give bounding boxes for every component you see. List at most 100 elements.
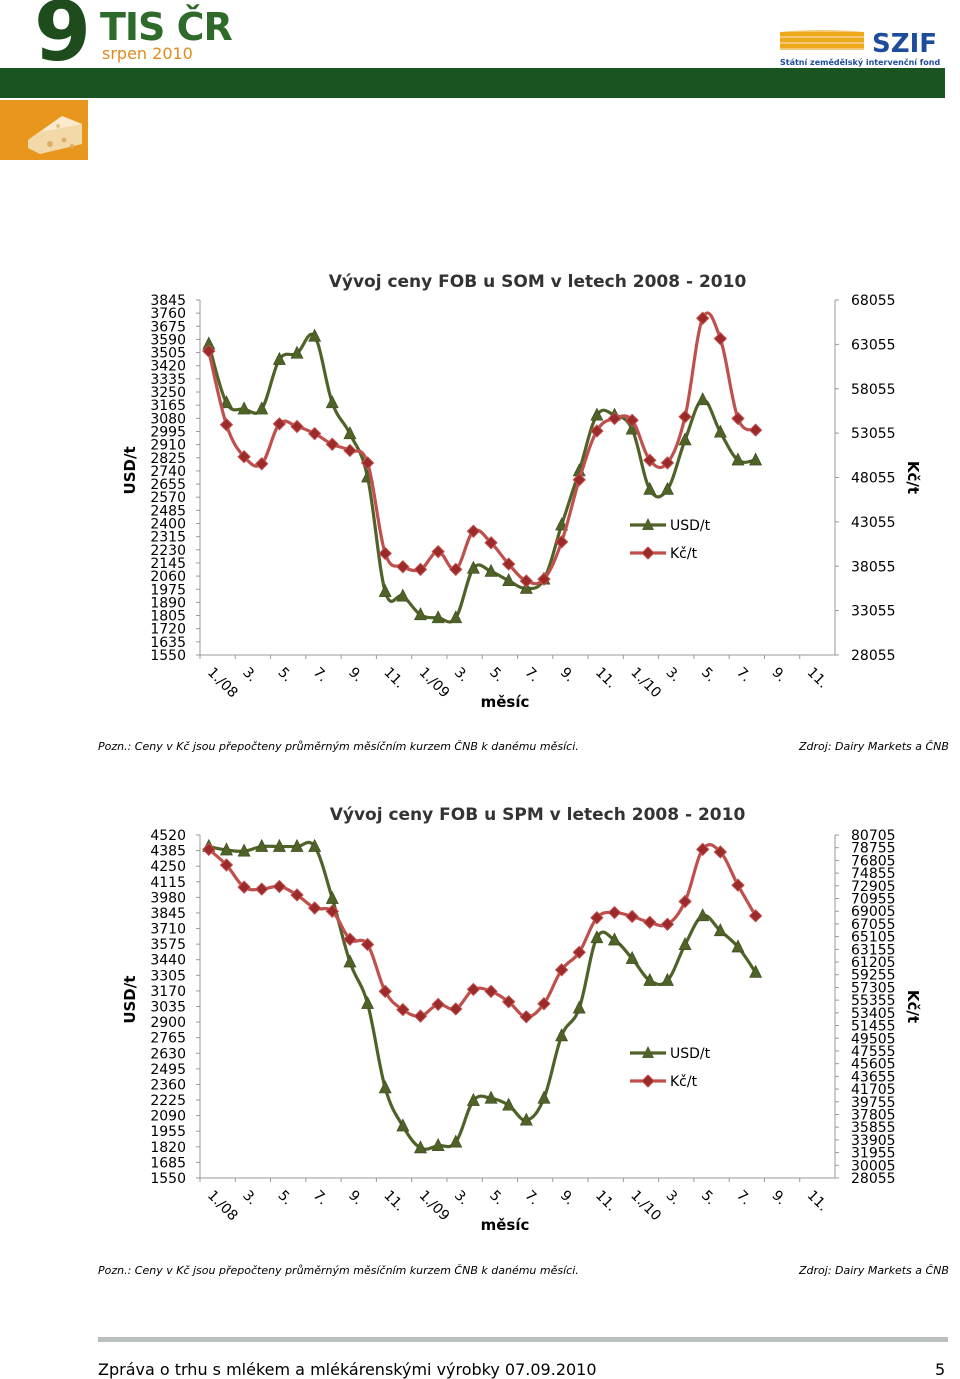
x-tick-label: 1./09	[416, 1188, 453, 1225]
y-tick-label: 2400	[150, 517, 186, 533]
x-tick-label: 7.	[733, 665, 754, 686]
y2-tick-label: 67055	[851, 917, 896, 933]
chart-spm: Vývoj ceny FOB u SPM v letech 2008 - 201…	[95, 798, 935, 1248]
y-tick-label: 1635	[150, 635, 186, 651]
data-point-czk	[255, 457, 269, 471]
data-point-czk	[554, 963, 569, 977]
footer-title: Zpráva o trhu s mlékem a mlékárenskými v…	[98, 1360, 597, 1379]
data-point-czk	[219, 418, 234, 432]
data-point-usd	[660, 481, 674, 495]
data-point-usd	[255, 838, 269, 852]
x-axis-title: měsíc	[481, 693, 530, 711]
logo-stripes-icon	[780, 30, 864, 50]
data-point-czk	[678, 894, 692, 909]
x-tick-label: 7.	[733, 1188, 754, 1209]
y-tick-label: 3590	[150, 332, 186, 348]
y-tick-label: 2825	[150, 451, 186, 467]
series-line-czk	[207, 842, 758, 1019]
y2-tick-label: 61205	[851, 955, 896, 971]
data-point-usd	[325, 890, 339, 904]
y-tick-label: 2090	[150, 1109, 186, 1125]
y2-tick-label: 51455	[851, 1019, 896, 1035]
issue-number: 9	[34, 0, 91, 80]
data-point-usd	[290, 838, 304, 852]
y2-tick-label: 59255	[851, 968, 896, 984]
y-tick-label: 1805	[150, 609, 186, 625]
y-tick-label: 3305	[150, 968, 186, 984]
data-point-czk	[431, 544, 445, 559]
data-point-czk	[519, 1010, 534, 1024]
data-point-czk	[590, 911, 604, 925]
data-point-usd	[343, 426, 357, 440]
y2-tick-label: 41705	[851, 1082, 896, 1098]
x-tick-label: 5.	[486, 665, 507, 686]
x-axis-title: měsíc	[481, 1216, 530, 1234]
szif-logo: SZIF Státní zemědělský intervenční fond	[780, 28, 960, 70]
data-point-usd	[308, 838, 322, 852]
y-tick-label: 3170	[150, 984, 186, 1000]
page-number: 5	[935, 1360, 946, 1379]
data-point-usd	[361, 995, 375, 1009]
data-point-usd	[343, 954, 357, 968]
data-point-usd	[325, 395, 339, 409]
legend-label: Kč/t	[670, 1074, 698, 1090]
data-point-czk	[696, 311, 710, 325]
y-tick-label: 2485	[150, 503, 186, 519]
y2-tick-label: 80705	[851, 828, 896, 844]
y-tick-label: 1550	[150, 648, 186, 664]
data-point-czk	[325, 904, 339, 918]
data-point-czk	[607, 905, 622, 920]
y2-tick-label: 78755	[851, 841, 896, 857]
data-point-usd	[731, 939, 745, 953]
y2-tick-label: 39755	[851, 1095, 896, 1111]
y2-axis-title: Kč/t	[904, 461, 922, 494]
publication-title: TIS ČR	[100, 5, 233, 49]
data-point-usd	[431, 610, 445, 624]
x-tick-label: 1./10	[627, 665, 664, 702]
x-tick-label: 11.	[592, 665, 619, 692]
y-tick-label: 3080	[150, 411, 186, 427]
data-point-usd	[484, 1090, 498, 1104]
data-point-czk	[731, 411, 745, 426]
legend-marker-usd	[642, 518, 654, 530]
x-tick-label: 9.	[345, 1188, 366, 1209]
data-point-usd	[219, 395, 233, 409]
data-point-czk	[537, 572, 551, 586]
y-tick-label: 2315	[150, 530, 186, 546]
data-point-czk	[378, 984, 392, 999]
data-point-czk	[237, 880, 251, 894]
chart-som-source: Zdroj: Dairy Markets a ČNB	[799, 740, 949, 753]
y2-tick-label: 38055	[851, 559, 896, 575]
chart-spm-svg: Vývoj ceny FOB u SPM v letech 2008 - 201…	[121, 805, 922, 1234]
x-tick-label: 5.	[275, 665, 296, 686]
y-tick-label: 3980	[150, 890, 186, 906]
y-axis-title: USD/t	[121, 976, 139, 1024]
y2-tick-label: 63055	[851, 337, 896, 353]
y-tick-label: 4250	[150, 859, 186, 875]
x-tick-label: 11.	[804, 665, 831, 692]
data-point-usd	[449, 610, 463, 624]
y-tick-label: 3845	[150, 293, 186, 309]
data-point-czk	[237, 449, 251, 464]
data-point-czk	[501, 557, 516, 571]
x-tick-label: 11.	[804, 1188, 831, 1215]
chart-spm-source: Zdroj: Dairy Markets a ČNB	[799, 1264, 949, 1277]
data-point-usd	[625, 950, 639, 964]
x-tick-label: 9.	[345, 665, 366, 686]
data-point-czk	[360, 937, 375, 952]
legend-marker-usd	[642, 1046, 654, 1058]
data-point-czk	[343, 443, 357, 458]
data-point-usd	[696, 908, 710, 922]
y-tick-label: 2765	[150, 1031, 186, 1047]
data-point-usd	[749, 964, 763, 978]
data-point-czk	[572, 945, 586, 960]
x-tick-label: 1./08	[204, 665, 241, 702]
series-line-usd	[208, 840, 757, 1151]
y-tick-label: 1550	[150, 1171, 186, 1187]
y-tick-label: 1890	[150, 595, 186, 611]
y-tick-label: 2655	[150, 477, 186, 493]
data-point-czk	[325, 437, 339, 451]
data-point-usd	[237, 401, 251, 415]
data-point-czk	[431, 997, 445, 1012]
y2-tick-label: 69005	[851, 904, 896, 920]
